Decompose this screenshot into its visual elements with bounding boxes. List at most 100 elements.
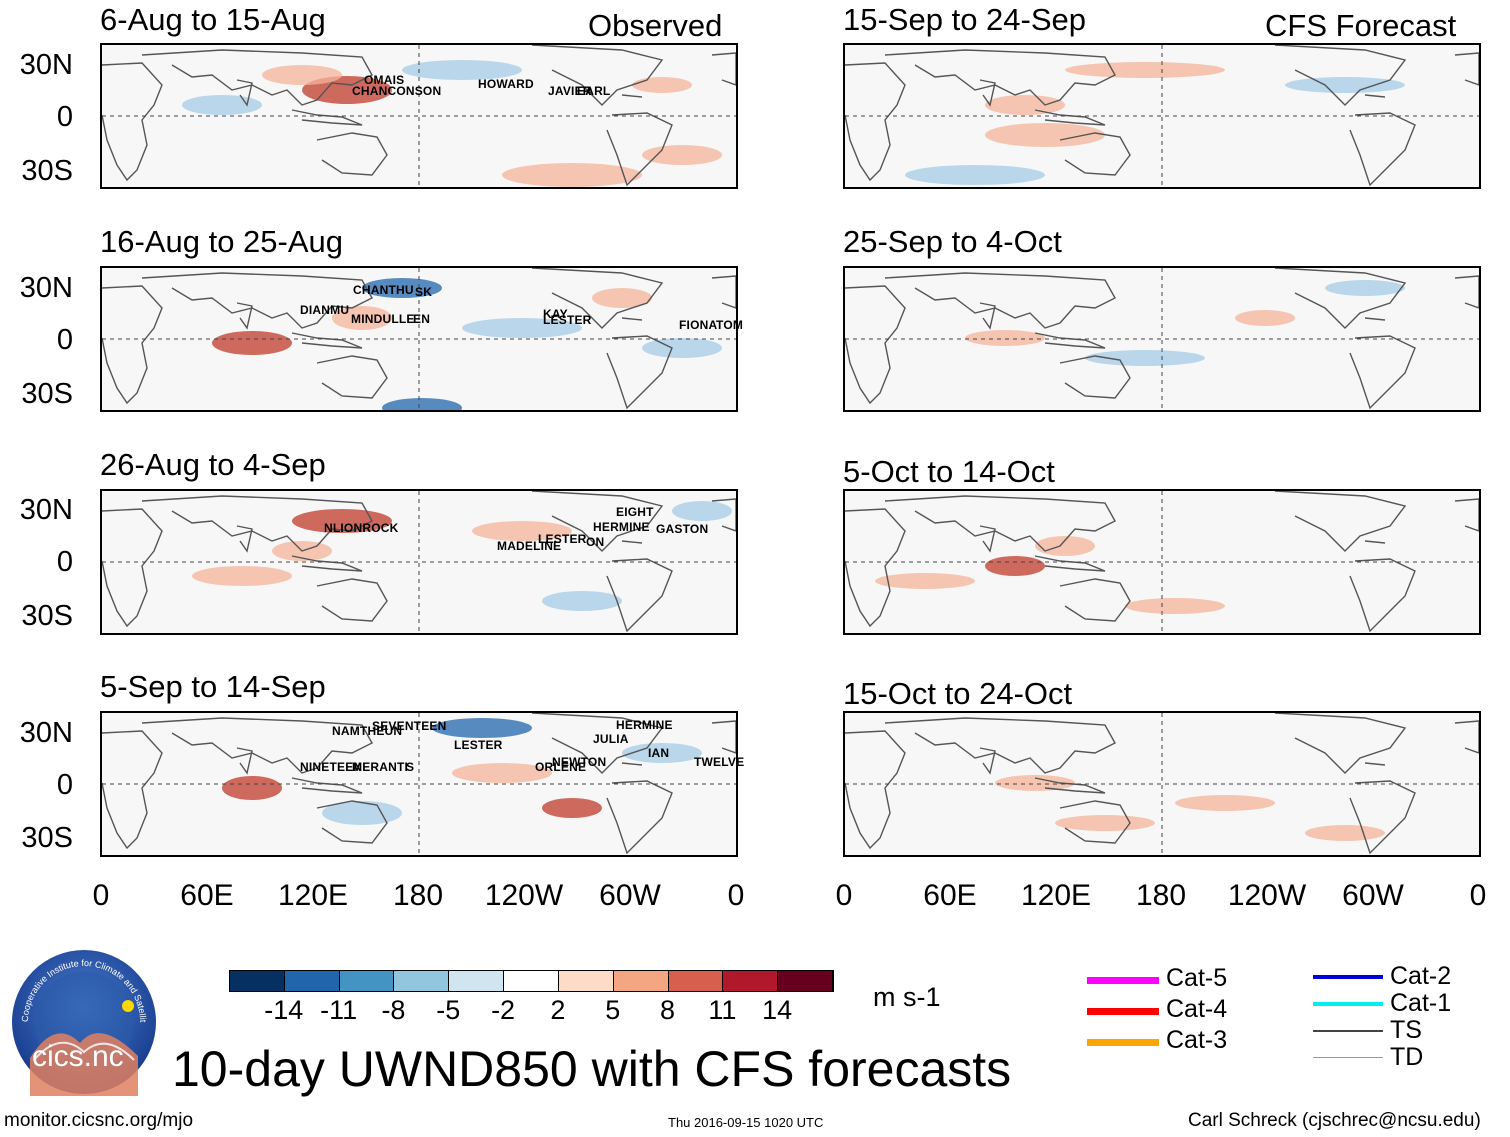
storm-label: TWELVE — [694, 755, 745, 769]
colorbar-cell — [723, 971, 779, 991]
wind-anomaly-region — [995, 775, 1075, 791]
coastline — [1454, 52, 1479, 86]
colorbar-cell — [558, 971, 614, 991]
map-canvas — [845, 268, 1479, 410]
storm-label: CHANCONSON — [352, 84, 442, 98]
coastline — [1034, 109, 1106, 126]
coastline — [316, 800, 388, 844]
map-canvas — [102, 45, 736, 187]
legend-swatch-cat5 — [1087, 977, 1159, 984]
wind-anomaly-region — [502, 163, 642, 187]
coastline — [1274, 268, 1407, 329]
map-canvas — [845, 713, 1479, 855]
colorbar-tick-label: -2 — [491, 995, 516, 1025]
coastline — [236, 302, 253, 330]
footer-timestamp: Thu 2016-09-15 1020 UTC — [668, 1115, 824, 1130]
storm-label: NLIONROCK — [324, 521, 399, 535]
coastline — [1274, 713, 1407, 774]
coastline — [291, 555, 363, 572]
coastline — [102, 508, 163, 628]
panel-title: 5-Sep to 14-Sep — [100, 669, 326, 704]
coastline — [621, 94, 643, 98]
map-canvas — [102, 268, 736, 410]
storm-label: SK — [415, 285, 433, 299]
legend-swatch-td — [1313, 1057, 1383, 1058]
storm-label: MERANTI — [352, 760, 409, 774]
coastline — [1454, 720, 1479, 754]
coastline — [606, 335, 673, 410]
lon-label: 120W — [484, 879, 564, 912]
wind-anomaly-region — [542, 798, 602, 818]
legend-label: Cat-5 — [1166, 964, 1228, 992]
logo-text: cics.nc — [32, 1040, 124, 1073]
coastline — [621, 762, 643, 766]
storm-label: ORLENE — [535, 760, 587, 774]
legend-swatch-cat2 — [1313, 975, 1383, 979]
storm-label: OMAIS — [364, 73, 405, 87]
wind-anomaly-region — [965, 330, 1045, 346]
legend-label: Cat-4 — [1166, 995, 1228, 1023]
storm-label: ON — [586, 535, 605, 549]
wind-anomaly-region — [182, 95, 262, 115]
lon-label: 0 — [727, 879, 745, 912]
wind-anomaly-region — [622, 743, 702, 763]
wind-anomaly-region — [462, 318, 582, 338]
coastline — [531, 268, 664, 329]
storm-label: FIONA — [679, 318, 718, 332]
coastline — [1454, 275, 1479, 309]
lat-label: 0 — [56, 546, 73, 578]
storm-label: SEVENTEEN — [372, 719, 447, 733]
coastline — [1274, 491, 1407, 552]
coastline — [1454, 498, 1479, 532]
wind-anomaly-region — [1235, 310, 1295, 326]
panel-tag-forecast: CFS Forecast — [1265, 8, 1457, 43]
coastline — [531, 491, 664, 552]
coastline — [1059, 132, 1131, 176]
coastline — [1364, 762, 1386, 766]
wind-anomaly-region — [592, 288, 652, 308]
wind-anomaly-region — [292, 509, 392, 533]
lon-label: 0 — [835, 879, 853, 912]
colorbar-tick-label: -14 — [264, 995, 304, 1025]
lat-label: 30S — [21, 155, 73, 187]
legend-label: TS — [1390, 1016, 1422, 1044]
colorbar-cell — [668, 971, 724, 991]
storm-label: GASTON — [656, 522, 709, 536]
lat-label: 30S — [21, 822, 73, 854]
colorbar-tick-label: 8 — [660, 995, 676, 1025]
coastline — [606, 780, 673, 855]
colorbar-tick-label: 2 — [550, 995, 566, 1025]
storm-label: HERMINE — [616, 718, 673, 732]
map-canvas — [845, 491, 1479, 633]
colorbar-cell — [339, 971, 395, 991]
wind-anomaly-region — [362, 278, 442, 298]
storm-label: KAY — [543, 307, 568, 321]
lon-label: 0 — [1469, 879, 1487, 912]
colorbar-tick-label: -8 — [381, 995, 406, 1025]
coastline — [236, 79, 253, 107]
coastline — [141, 49, 373, 106]
wind-anomaly-region — [1175, 795, 1275, 811]
wind-anomaly-region — [985, 95, 1065, 115]
panel-title: 6-Aug to 15-Aug — [100, 2, 326, 37]
coastline — [606, 112, 673, 187]
coastline — [884, 272, 1116, 329]
colorbar-tick-label: 11 — [708, 995, 737, 1025]
wind-anomaly-region — [322, 801, 402, 825]
coastline — [236, 525, 253, 553]
map-panel — [100, 711, 738, 857]
footer-url[interactable]: monitor.cicsnc.org/mjo — [4, 1110, 194, 1131]
wind-anomaly-region — [1085, 350, 1205, 366]
lon-label: 120E — [277, 879, 349, 912]
coastline — [102, 62, 163, 182]
storm-label: DIANMU — [300, 303, 350, 317]
storm-label: TOM — [716, 318, 744, 332]
storm-label: LESTER — [543, 313, 592, 327]
coastline — [979, 302, 996, 330]
storm-label: CHANTHU — [353, 283, 414, 297]
lat-label: 30S — [21, 378, 73, 410]
lat-label: 30N — [19, 272, 73, 304]
coastline — [1059, 800, 1131, 844]
wind-anomaly-region — [432, 718, 532, 738]
storm-label: EARL — [577, 84, 611, 98]
